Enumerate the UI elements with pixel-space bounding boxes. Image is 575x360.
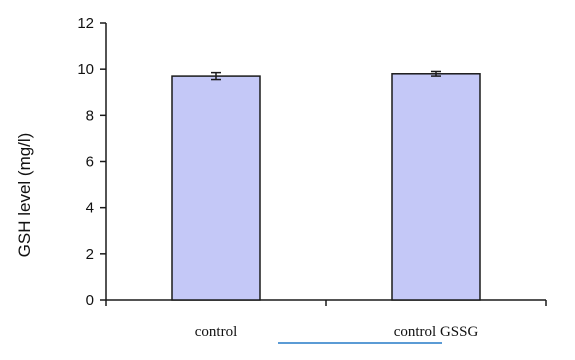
- y-tick-label: 4: [86, 200, 94, 217]
- y-tick-label: 12: [77, 15, 94, 32]
- y-tick-label: 8: [86, 107, 94, 124]
- y-tick-label: 6: [86, 154, 94, 171]
- bar: [171, 75, 261, 301]
- category-label: control: [195, 324, 238, 340]
- y-tick-label: 10: [77, 61, 94, 78]
- y-axis: 0 2 4 6 8 10 12: [77, 15, 107, 309]
- y-tick-label: 2: [86, 246, 94, 263]
- y-axis-title: GSH level (mg/l): [15, 133, 34, 258]
- y-tick-label: 0: [86, 292, 94, 309]
- bars: [171, 73, 481, 301]
- error-bars: [211, 70, 441, 81]
- category-labels: control control GSSG: [195, 324, 479, 340]
- x-axis: [105, 299, 547, 306]
- bar: [391, 73, 481, 301]
- category-label: control GSSG: [394, 324, 479, 340]
